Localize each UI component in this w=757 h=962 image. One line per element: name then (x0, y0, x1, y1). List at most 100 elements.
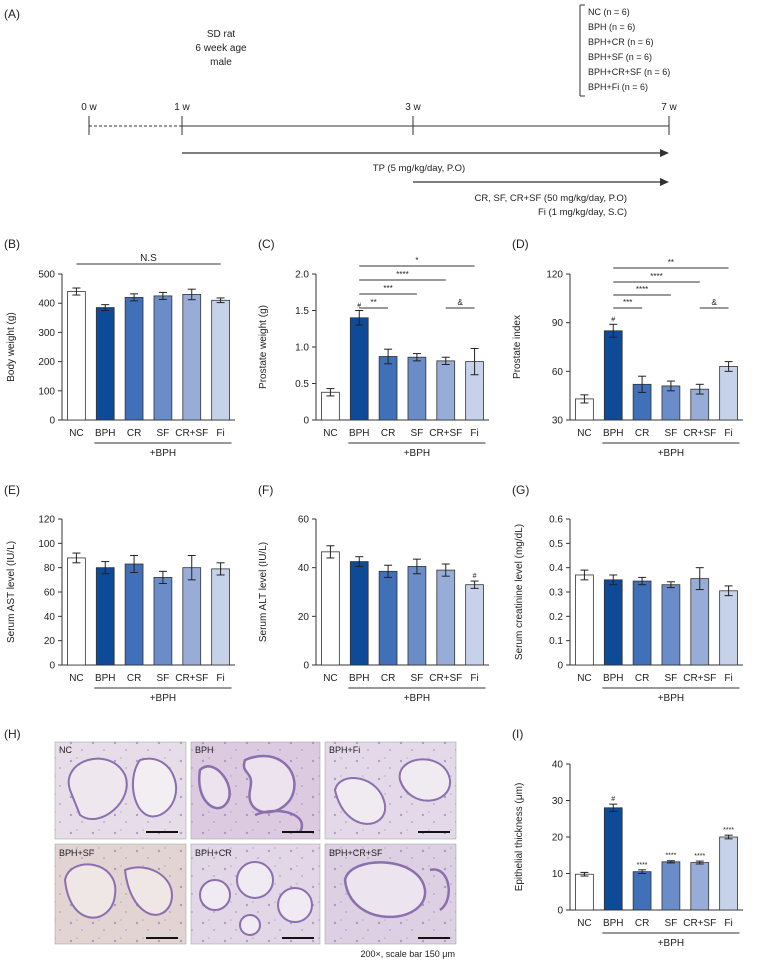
x-tick-label: NC (577, 673, 591, 684)
x-tick-label: SF (411, 673, 424, 684)
prostate-index-chart: 30 60 90 120 Prostate index NC # BPH CR SF CR+SF Fi… (512, 258, 743, 459)
x-tick-label: NC (69, 673, 83, 684)
significance-label: & (457, 298, 463, 307)
bar (690, 862, 710, 911)
x-tick-label: CR (635, 918, 649, 929)
micrograph-label-bph-cr: BPH+CR (195, 848, 232, 858)
x-tick-label: Fi (724, 428, 732, 439)
bar (719, 366, 738, 421)
x-tick-label: BPH (603, 673, 624, 684)
group-bph: BPH (n = 6) (588, 22, 635, 32)
significance-label: ** (371, 298, 377, 307)
panel-label-e: (E) (4, 483, 20, 497)
bar (661, 861, 681, 911)
y-tick-label: 120 (38, 515, 55, 526)
bar (321, 551, 340, 666)
x-tick-label: CR+SF (175, 428, 208, 439)
x-tick-label: NC (577, 428, 591, 439)
week-3: 3 w (405, 102, 421, 113)
x-tick-label: NC (69, 428, 83, 439)
significance-mark: # (611, 316, 615, 323)
serum-creatinine-chart: 0 0.1 0.2 0.3 0.4 0.5 0.6 Serum creatinine leve… (514, 515, 743, 704)
significance-label: N.S (140, 253, 157, 264)
x-tick-label: Fi (724, 673, 732, 684)
x-tick-label: Fi (470, 428, 478, 439)
x-tick-label: CR (127, 428, 141, 439)
prostate-weight-chart: 0 0.5 1.0 1.5 2.0 Prostate weight (g) NC # BPH CR… (258, 256, 489, 459)
bar (349, 317, 369, 421)
y-tick-label: 10 (552, 869, 564, 880)
bar (407, 356, 427, 421)
animal-line-3: male (210, 57, 232, 68)
y-tick-label: 0 (303, 661, 309, 672)
group-label: +BPH (150, 448, 176, 459)
y-tick-label: 20 (298, 612, 310, 623)
x-tick-label: CR+SF (683, 673, 716, 684)
group-label: +BPH (404, 448, 430, 459)
tp-arrowhead (660, 149, 669, 157)
bar (211, 568, 230, 666)
y-tick-label: 500 (38, 270, 55, 281)
y-tick-label: 2.0 (295, 270, 309, 281)
micrograph-label-bph-fi: BPH+Fi (329, 745, 360, 755)
bar (407, 566, 427, 666)
bar (632, 580, 652, 666)
significance-label: *** (623, 298, 632, 307)
x-tick-label: BPH (349, 428, 370, 439)
y-tick-label: 0.4 (549, 563, 563, 574)
bar (436, 360, 456, 421)
bar (124, 563, 144, 666)
x-tick-label: CR+SF (175, 673, 208, 684)
y-tick-label: 100 (38, 539, 55, 550)
x-tick-label: SF (157, 428, 170, 439)
bar (632, 871, 652, 911)
y-tick-label: 0 (49, 661, 55, 672)
y-tick-label: 300 (38, 328, 55, 339)
bar (378, 356, 398, 421)
y-axis-label: Prostate weight (g) (258, 305, 269, 389)
y-tick-label: 60 (552, 367, 564, 378)
y-tick-label: 0.2 (549, 612, 563, 623)
x-tick-label: BPH (349, 673, 370, 684)
panel-label-d: (D) (512, 237, 529, 251)
significance-label: ** (668, 258, 674, 267)
x-tick-label: BPH (95, 673, 116, 684)
significance-mark: # (473, 573, 477, 580)
bar (378, 570, 398, 666)
y-tick-label: 1.0 (295, 343, 309, 354)
significance-mark: **** (637, 862, 648, 869)
panel-label-c: (C) (258, 237, 275, 251)
epithelial-thickness-chart: 0 10 20 30 40 Epithelial thickness (μm) NC # BPH… (514, 760, 743, 949)
significance-mark: # (357, 303, 361, 310)
histology-panel: NC BPH BPH+Fi BPH+SF (54, 741, 457, 959)
week-0: 0 w (81, 102, 97, 113)
panel-label-f: (F) (258, 483, 273, 497)
y-tick-label: 0.5 (549, 539, 563, 550)
histology-caption: 200×, scale bar 150 μm (361, 949, 456, 959)
bar (690, 578, 710, 666)
bar (575, 873, 594, 911)
significance-mark: # (611, 796, 615, 803)
fi-label: Fi (1 mg/kg/day, S.C) (538, 207, 627, 218)
y-tick-label: 0 (557, 661, 563, 672)
y-tick-label: 100 (38, 386, 55, 397)
y-tick-label: 30 (552, 796, 564, 807)
y-tick-label: 0.3 (549, 588, 563, 599)
x-tick-label: BPH (95, 428, 116, 439)
y-tick-label: 60 (298, 515, 310, 526)
x-tick-label: CR+SF (429, 428, 462, 439)
x-tick-label: SF (157, 673, 170, 684)
tp-label: TP (5 mg/kg/day, P.O) (373, 163, 465, 174)
bar (719, 836, 738, 911)
bar (67, 291, 86, 421)
y-tick-label: 40 (552, 760, 564, 771)
x-tick-label: Fi (216, 673, 224, 684)
group-bph-sf: BPH+SF (n = 6) (588, 52, 652, 62)
x-tick-label: SF (665, 673, 678, 684)
animal-line-1: SD rat (207, 29, 236, 40)
significance-label: & (711, 298, 717, 307)
group-bracket-ends (580, 4, 585, 97)
micrograph-bph-sf: BPH+SF (54, 843, 187, 945)
significance-label: * (415, 256, 418, 265)
x-tick-label: Fi (724, 918, 732, 929)
